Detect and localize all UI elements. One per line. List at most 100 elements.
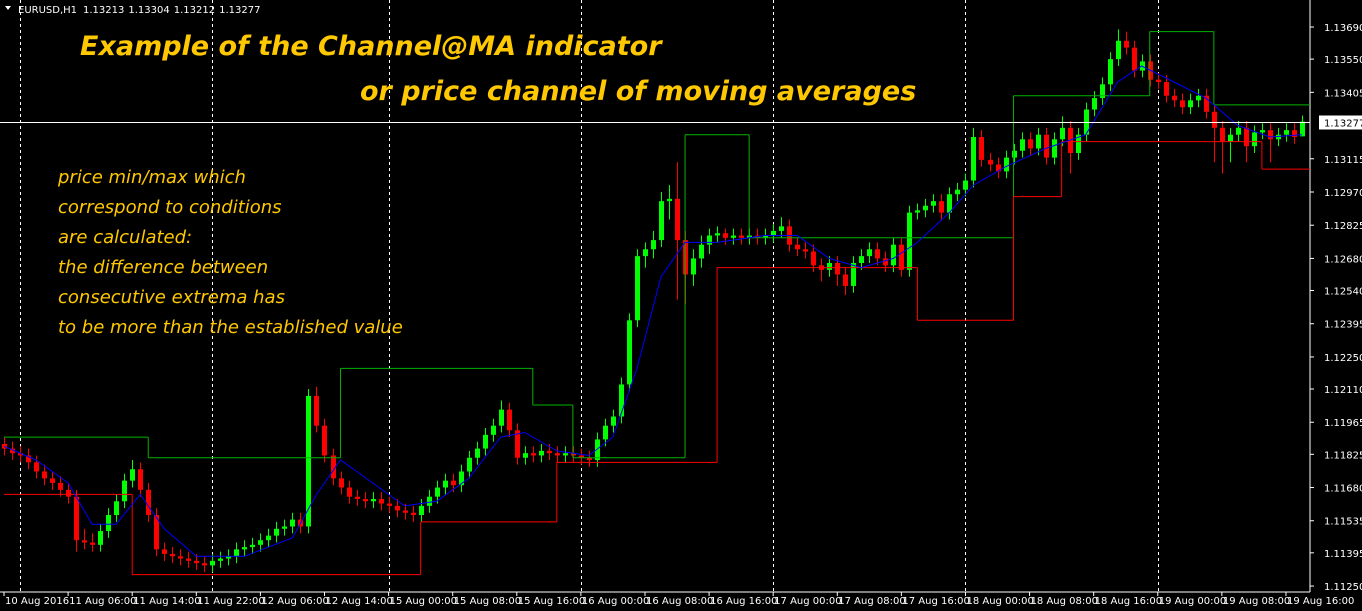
candle-body bbox=[186, 558, 191, 561]
candle-body bbox=[988, 159, 993, 165]
candle-body bbox=[923, 205, 928, 211]
candle-body bbox=[1124, 40, 1129, 48]
candle-body bbox=[827, 263, 832, 270]
moving-average bbox=[3, 65, 1303, 557]
candle-body bbox=[635, 256, 640, 321]
x-tick-label: 17 Aug 08:00 bbox=[838, 596, 905, 607]
candle-body bbox=[851, 263, 856, 286]
candle-body bbox=[1204, 95, 1209, 112]
candle-body bbox=[322, 425, 327, 456]
x-tick-label: 19 Aug 00:00 bbox=[1159, 596, 1226, 607]
candle-body bbox=[555, 453, 560, 456]
candle-body bbox=[274, 528, 279, 536]
candle-body bbox=[1036, 134, 1041, 149]
candle-body bbox=[963, 180, 968, 190]
candle-body bbox=[146, 489, 151, 516]
x-tick-label: 18 Aug 08:00 bbox=[1031, 596, 1098, 607]
candle-body bbox=[306, 395, 311, 527]
candle-body bbox=[515, 430, 520, 458]
candle-body bbox=[979, 137, 984, 160]
x-tick-label: 19 Aug 08:00 bbox=[1223, 596, 1290, 607]
candle-body bbox=[98, 531, 103, 545]
candle-body bbox=[282, 526, 287, 529]
y-tick-label: 1.13405 bbox=[1324, 88, 1362, 99]
candle-body bbox=[1156, 79, 1161, 83]
x-tick-label: 16 Aug 16:00 bbox=[710, 596, 777, 607]
candle-body bbox=[883, 258, 888, 266]
candle-body bbox=[106, 515, 111, 532]
candle-body bbox=[266, 535, 271, 541]
candle-body bbox=[499, 409, 504, 426]
candle-body bbox=[1236, 127, 1241, 135]
y-tick-label: 1.11825 bbox=[1324, 450, 1362, 461]
y-tick-label: 1.12825 bbox=[1324, 221, 1362, 232]
x-tick-label: 17 Aug 16:00 bbox=[902, 596, 969, 607]
candle-body bbox=[1076, 134, 1081, 154]
candle-body bbox=[250, 544, 255, 548]
candle-body bbox=[210, 560, 215, 566]
candle-body bbox=[331, 455, 336, 479]
candle-body bbox=[138, 469, 143, 490]
header-icon bbox=[5, 6, 11, 10]
x-tick-label: 16 Aug 08:00 bbox=[646, 596, 713, 607]
candle-body bbox=[939, 201, 944, 213]
annotation: are calculated: bbox=[58, 227, 192, 248]
chart-title: or price channel of moving averages bbox=[360, 76, 916, 107]
y-tick-label: 1.12110 bbox=[1324, 385, 1362, 396]
candle-body bbox=[835, 263, 840, 275]
candle-body bbox=[234, 549, 239, 557]
candle-body bbox=[371, 498, 376, 502]
candle-body bbox=[619, 384, 624, 417]
candle-body bbox=[699, 244, 704, 259]
candle-body bbox=[947, 194, 952, 213]
y-tick-label: 1.11680 bbox=[1324, 484, 1362, 495]
candle-body bbox=[811, 251, 816, 266]
candle-body bbox=[763, 235, 768, 238]
candle-body bbox=[779, 226, 784, 231]
candle-body bbox=[491, 425, 496, 435]
candle-body bbox=[347, 487, 352, 497]
candle-body bbox=[1044, 134, 1049, 158]
candle-body bbox=[1172, 95, 1177, 101]
candle-body bbox=[915, 210, 920, 213]
candle-body bbox=[387, 503, 392, 506]
candle-body bbox=[10, 448, 15, 454]
candle-body bbox=[587, 457, 592, 461]
y-tick-label: 1.11395 bbox=[1324, 549, 1362, 560]
candle-body bbox=[419, 505, 424, 516]
x-tick-label: 15 Aug 08:00 bbox=[454, 596, 521, 607]
candle-body bbox=[314, 395, 319, 426]
candle-body bbox=[122, 480, 127, 502]
candle-body bbox=[843, 274, 848, 286]
candle-body bbox=[66, 489, 71, 497]
x-tick-label: 15 Aug 16:00 bbox=[518, 596, 585, 607]
y-tick-label: 1.12680 bbox=[1324, 254, 1362, 265]
candle-body bbox=[403, 510, 408, 513]
candle-body bbox=[194, 560, 199, 564]
candle-body bbox=[996, 164, 1001, 172]
candle-body bbox=[1284, 130, 1289, 135]
ohlc-value: 1.13277 bbox=[219, 5, 260, 16]
y-tick-label: 1.13115 bbox=[1324, 155, 1362, 166]
candle-body bbox=[1252, 132, 1257, 147]
current-price-label: 1.13277 bbox=[1324, 119, 1362, 130]
candle-body bbox=[667, 198, 672, 202]
x-tick-label: 16 Aug 00:00 bbox=[582, 596, 649, 607]
current-price-box bbox=[1319, 115, 1362, 130]
candle-body bbox=[427, 496, 432, 506]
candle-body bbox=[1220, 127, 1225, 142]
candle-body bbox=[691, 258, 696, 275]
x-tick-label: 19 Aug 16:00 bbox=[1287, 596, 1354, 607]
candle-body bbox=[58, 482, 63, 490]
candle-body bbox=[339, 478, 344, 488]
candle-body bbox=[1116, 40, 1121, 60]
candle-body bbox=[659, 201, 664, 241]
candle-body bbox=[1276, 134, 1281, 140]
candle-body bbox=[379, 498, 384, 504]
candle-body bbox=[571, 453, 576, 456]
candle-body bbox=[891, 244, 896, 266]
x-tick-label: 18 Aug 00:00 bbox=[966, 596, 1033, 607]
y-tick-label: 1.12970 bbox=[1324, 188, 1362, 199]
